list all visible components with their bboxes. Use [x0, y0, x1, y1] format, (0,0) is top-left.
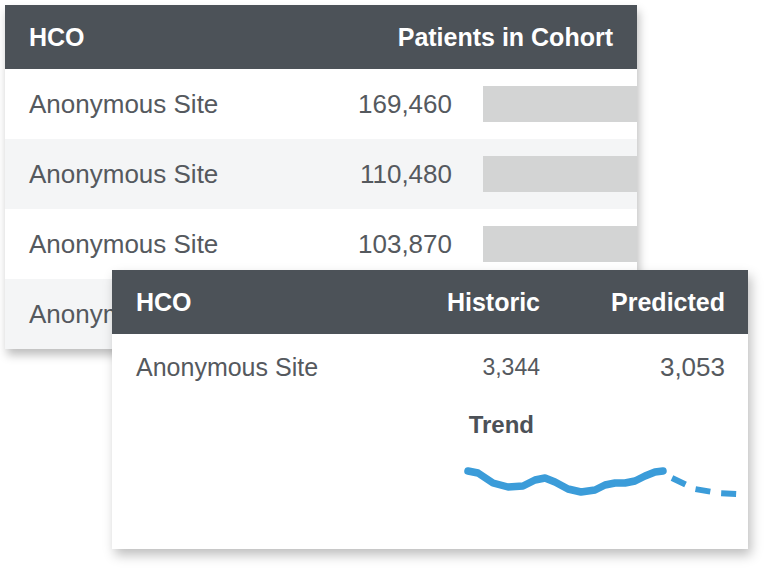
table-row[interactable]: Anonymous Site 3,344 3,053: [112, 334, 748, 401]
patients-value: 103,870: [292, 229, 452, 260]
hco-name: Anonymous Site: [136, 353, 370, 382]
cohort-bar: [483, 226, 637, 262]
hco-name: Anonymous Site: [5, 89, 292, 120]
historic-value: 3,344: [370, 354, 540, 381]
historic-predicted-table: HCO Historic Predicted Anonymous Site 3,…: [112, 270, 748, 549]
column-header-historic: Historic: [370, 288, 540, 317]
column-header-patients-in-cohort: Patients in Cohort: [398, 23, 613, 52]
patients-value: 110,480: [292, 159, 452, 190]
cohort-bar: [483, 156, 637, 192]
hco-name: Anonymous Site: [5, 159, 292, 190]
cohort-bar: [483, 86, 637, 122]
table-row[interactable]: Anonymous Site 169,460: [5, 69, 637, 139]
dashboard-canvas: HCO Patients in Cohort Anonymous Site 16…: [0, 0, 768, 577]
hco-name: Anonymous Site: [5, 229, 292, 260]
cohort-table-header: HCO Patients in Cohort: [5, 5, 637, 69]
trend-sparkline: [450, 450, 748, 505]
trend-label: Trend: [370, 411, 540, 439]
forecast-table-header: HCO Historic Predicted: [112, 270, 748, 334]
predicted-value: 3,053: [540, 352, 725, 383]
table-row[interactable]: Anonymous Site 110,480: [5, 139, 637, 209]
trend-label-row: Trend: [112, 411, 748, 439]
column-header-predicted: Predicted: [540, 288, 725, 317]
column-header-hco: HCO: [29, 23, 398, 52]
patients-value: 169,460: [292, 89, 452, 120]
table-row[interactable]: Anonymous Site 103,870: [5, 209, 637, 279]
column-header-hco: HCO: [136, 288, 370, 317]
